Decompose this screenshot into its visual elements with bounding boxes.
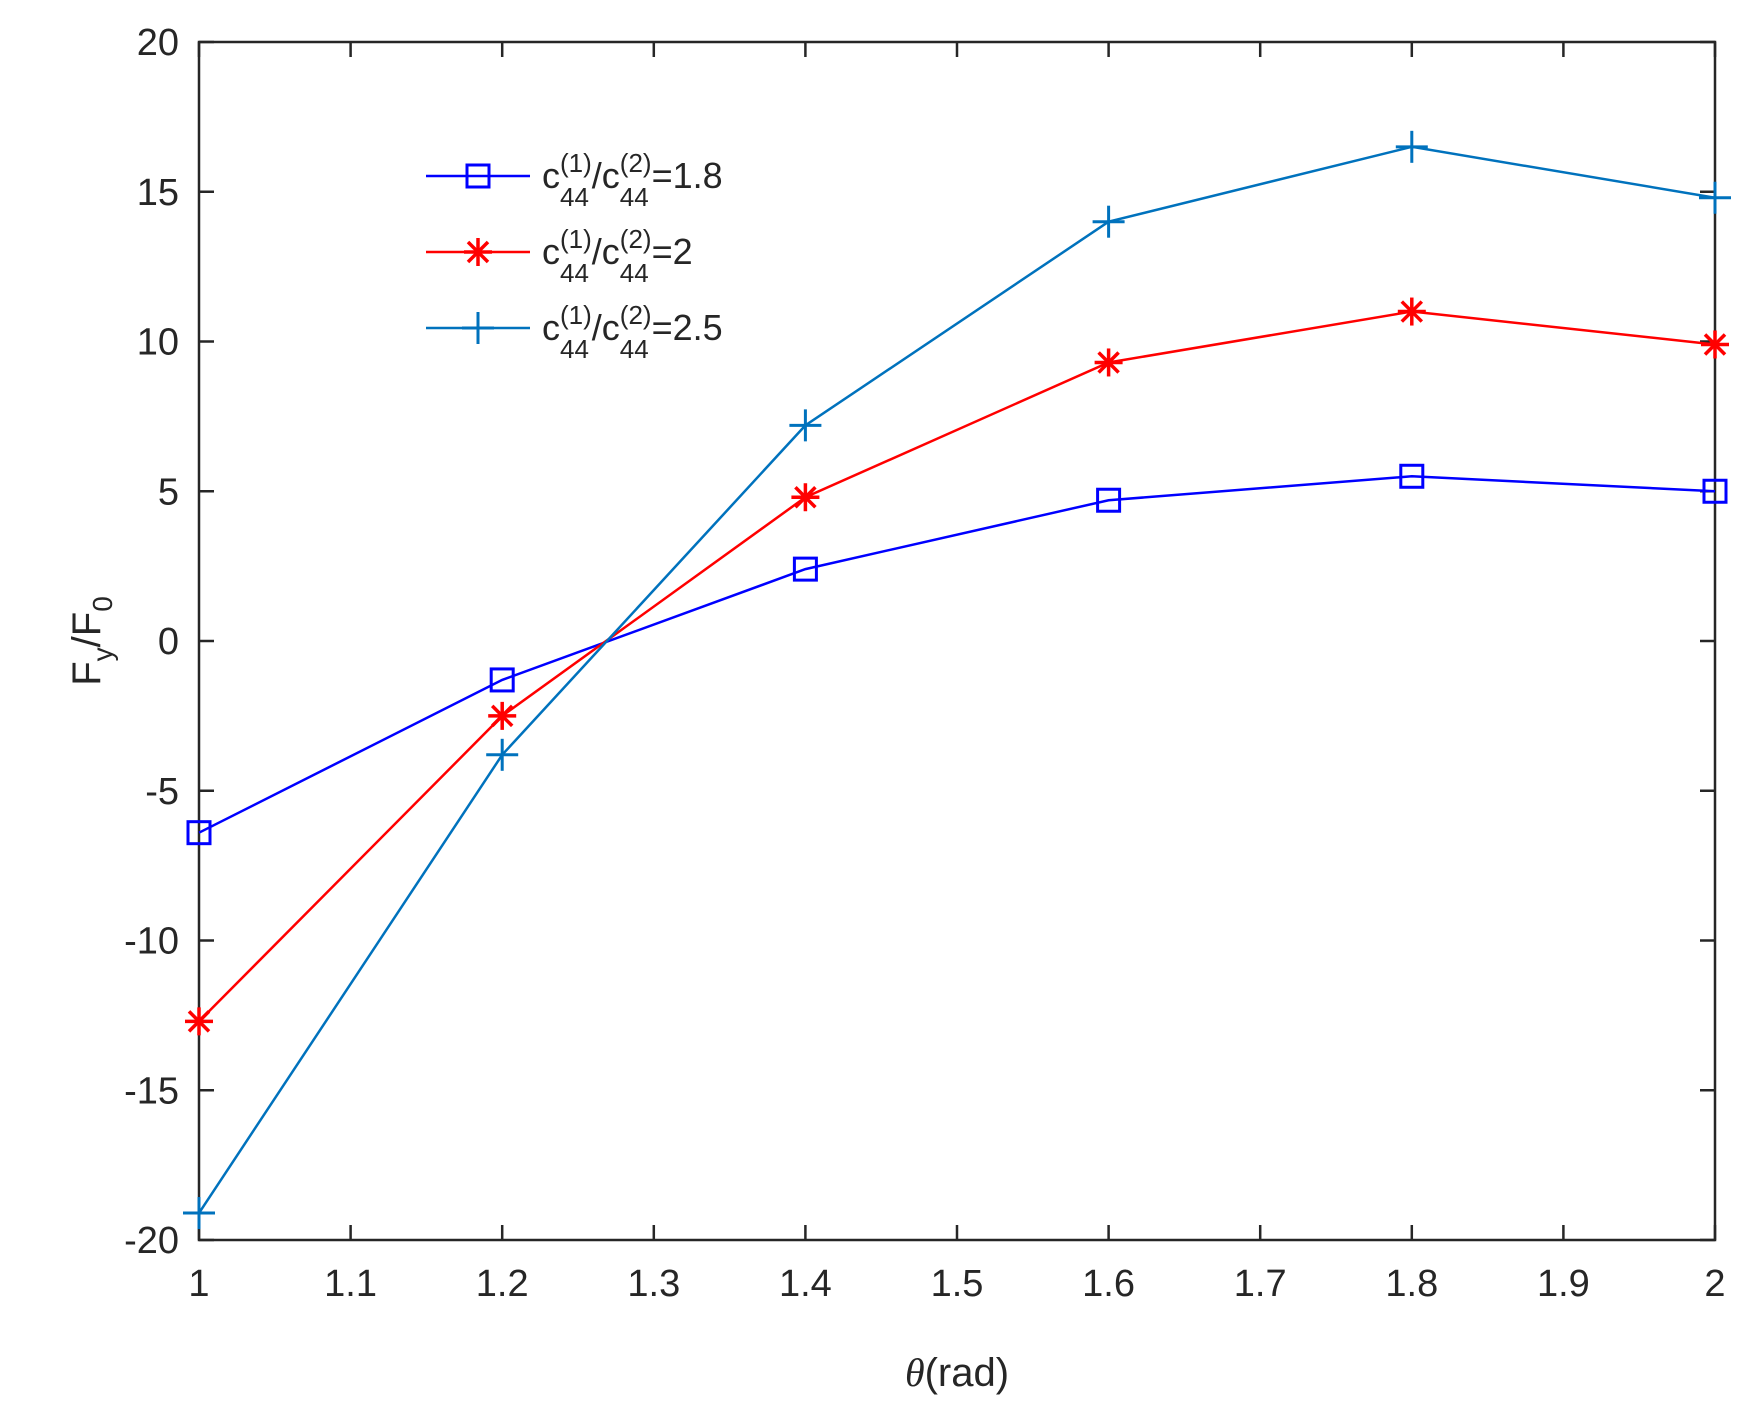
y-tick-label: -15 <box>124 1070 179 1112</box>
y-tick-label: 15 <box>137 172 179 214</box>
data-point-asterisk <box>488 701 517 730</box>
data-point-asterisk <box>1701 330 1729 359</box>
legend-label-part: (1) <box>560 224 592 254</box>
legend-label-part: (2) <box>620 148 652 178</box>
legend-label-part: (2) <box>620 300 652 330</box>
data-point-asterisk <box>185 1007 213 1036</box>
legend-label-part: (2) <box>620 224 652 254</box>
data-point-plus <box>1092 205 1125 238</box>
series-1 <box>186 463 1728 846</box>
y-axis-sub-y: y <box>87 647 118 661</box>
legend-label-part: 44 <box>560 182 589 212</box>
data-point-asterisk <box>1094 348 1123 377</box>
y-tick-label: -10 <box>124 921 179 963</box>
x-tick-label: 1.9 <box>1537 1263 1590 1305</box>
legend-label-part: /c <box>592 307 620 348</box>
legend-label-part: (1) <box>560 300 592 330</box>
legend-label-part: =2 <box>652 231 693 272</box>
x-tick-label: 1.7 <box>1234 1263 1287 1305</box>
legend-label-part: 44 <box>620 182 649 212</box>
legend-label-part: /c <box>592 155 620 196</box>
x-tick-label: 2 <box>1704 1263 1725 1305</box>
legend-entry: c(1) 44/c(2) 44=1.8 <box>426 148 723 212</box>
series-line <box>198 310 1716 1023</box>
x-tick-label: 1.6 <box>1082 1263 1135 1305</box>
data-point-square <box>1399 463 1425 489</box>
legend-label-part: /c <box>592 231 620 272</box>
legend-label-part: 44 <box>620 258 649 288</box>
series-line <box>197 145 1716 1214</box>
series-3 <box>183 130 1731 1230</box>
y-tick-label: 5 <box>158 471 179 513</box>
data-point-plus <box>1699 181 1731 214</box>
data-point-asterisk <box>464 238 492 266</box>
x-tick-label: 1.5 <box>931 1263 984 1305</box>
legend: c(1) 44/c(2) 44=1.8c(1) 44/c(2) 44=2c(1) 44/c… <box>426 148 723 364</box>
y-tick-label: -20 <box>124 1220 179 1262</box>
series-line <box>198 475 1716 834</box>
plot-area <box>197 40 1717 1242</box>
y-tick-label: 20 <box>137 22 179 64</box>
y-axis-title: Fy/F0 <box>65 596 118 686</box>
legend-label-part: =2.5 <box>652 307 723 348</box>
data-point-asterisk <box>791 483 820 512</box>
x-tick-label: 1.4 <box>779 1263 832 1305</box>
data-point-asterisk <box>1397 297 1426 326</box>
y-axis-sub-0: 0 <box>87 596 118 612</box>
x-tick-label: 1.2 <box>476 1263 529 1305</box>
y-tick-label: 10 <box>137 322 179 364</box>
data-point-plus <box>789 409 822 442</box>
x-tick-label: 1.1 <box>324 1263 377 1305</box>
y-tick-label: 0 <box>158 621 179 663</box>
legend-label: c(1) 44/c(2) 44=2 <box>542 224 693 288</box>
legend-label-part: c <box>542 307 560 348</box>
legend-label-part: 44 <box>560 334 589 364</box>
x-axis-unit: (rad) <box>925 1351 1009 1395</box>
legend-label-part: c <box>542 155 560 196</box>
x-tick-labels: 1 1.1 1.2 1.3 1.4 1.5 1.6 1.7 1.8 1.9 2 <box>188 1263 1725 1305</box>
legend-label-part: c <box>542 231 560 272</box>
data-point-square <box>1702 478 1728 504</box>
x-tick-label: 1.8 <box>1385 1263 1438 1305</box>
x-tick-label: 1 <box>188 1263 209 1305</box>
legend-label-part: 44 <box>620 334 649 364</box>
tick-marks <box>197 40 1717 1242</box>
legend-label-part: =1.8 <box>652 155 723 196</box>
x-tick-label: 1.3 <box>627 1263 680 1305</box>
legend-label-part: 44 <box>560 258 589 288</box>
x-axis-symbol: θ <box>905 1350 925 1395</box>
data-point-plus <box>1395 130 1428 163</box>
data-point-square <box>1096 487 1122 513</box>
y-axis-slash: /F <box>65 612 109 648</box>
x-axis-title: θ(rad) <box>905 1350 1009 1395</box>
series-2 <box>185 297 1729 1036</box>
y-tick-label: -5 <box>145 771 179 813</box>
data-point-square <box>792 556 818 582</box>
data-point-square <box>465 163 491 189</box>
y-axis-base: F <box>65 661 109 685</box>
data-point-square <box>186 820 212 846</box>
legend-label-part: (1) <box>560 148 592 178</box>
data-point-plus <box>183 1197 215 1230</box>
legend-entry: c(1) 44/c(2) 44=2.5 <box>426 300 723 364</box>
y-tick-labels: -20 -15 -10 -5 0 5 10 15 20 <box>124 22 179 1262</box>
legend-label: c(1) 44/c(2) 44=1.8 <box>542 148 723 212</box>
data-point-square <box>489 667 515 693</box>
legend-entry: c(1) 44/c(2) 44=2 <box>426 224 693 288</box>
series-layer <box>183 130 1731 1230</box>
legend-label: c(1) 44/c(2) 44=2.5 <box>542 300 723 364</box>
data-point-plus <box>486 738 519 771</box>
data-point-plus <box>462 312 494 344</box>
